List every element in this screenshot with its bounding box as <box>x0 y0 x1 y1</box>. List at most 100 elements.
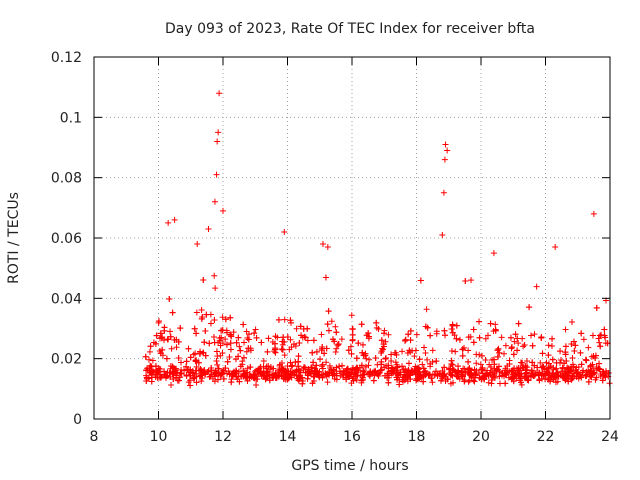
data-point <box>495 363 502 370</box>
data-point <box>309 364 316 371</box>
data-point <box>502 342 509 349</box>
data-point <box>198 315 205 322</box>
data-point <box>511 367 518 374</box>
data-point <box>550 376 557 383</box>
data-point <box>333 345 340 352</box>
data-point <box>444 147 451 154</box>
data-point <box>185 379 192 386</box>
data-point <box>363 355 370 362</box>
data-point <box>447 380 454 387</box>
data-point <box>570 363 577 370</box>
data-point <box>507 334 514 341</box>
data-point <box>218 327 225 334</box>
data-point <box>346 373 353 380</box>
data-point <box>456 336 463 343</box>
data-point <box>372 355 379 362</box>
data-point <box>253 334 260 341</box>
data-point <box>421 344 428 351</box>
data-point <box>459 372 466 379</box>
data-point <box>162 374 169 381</box>
data-point <box>260 358 267 365</box>
data-point <box>287 371 294 378</box>
data-point <box>523 369 530 376</box>
data-point <box>161 327 168 334</box>
data-point <box>488 377 495 384</box>
data-point <box>402 337 409 344</box>
data-point <box>343 367 350 374</box>
data-point <box>281 316 288 323</box>
x-axis-label: GPS time / hours <box>291 458 408 474</box>
data-point <box>325 327 332 334</box>
data-point <box>222 316 229 323</box>
data-point <box>288 363 295 370</box>
data-point <box>288 372 295 379</box>
data-point <box>213 370 220 377</box>
data-point <box>413 331 420 338</box>
data-point <box>371 368 378 375</box>
data-point <box>407 370 414 377</box>
data-point <box>223 341 230 348</box>
data-point <box>441 156 448 163</box>
data-point <box>196 373 203 380</box>
data-point <box>349 331 356 338</box>
data-point <box>433 328 440 335</box>
data-point <box>380 346 387 353</box>
data-point <box>187 354 194 361</box>
data-point <box>264 368 271 375</box>
data-point <box>235 353 242 360</box>
data-point <box>156 347 163 354</box>
data-point <box>373 319 380 326</box>
data-point <box>510 378 517 385</box>
data-point <box>413 366 420 373</box>
data-point <box>496 349 503 356</box>
data-point <box>528 367 535 374</box>
data-point <box>348 350 355 357</box>
data-point <box>233 339 240 346</box>
data-point <box>185 345 192 352</box>
data-point <box>499 370 506 377</box>
data-point <box>244 374 251 381</box>
data-point <box>338 336 345 343</box>
data-point <box>198 378 205 385</box>
data-point <box>244 335 251 342</box>
x-tick-label: 24 <box>601 429 619 445</box>
data-point <box>288 319 295 326</box>
data-point <box>520 343 527 350</box>
y-tick-label: 0.1 <box>60 110 82 126</box>
data-point <box>191 374 198 381</box>
data-point <box>515 320 522 327</box>
data-point <box>200 276 207 283</box>
data-point <box>422 323 429 330</box>
data-point <box>514 335 521 342</box>
data-point <box>305 366 312 373</box>
data-point <box>216 90 223 97</box>
data-point <box>236 378 243 385</box>
data-point <box>227 314 234 321</box>
data-point <box>309 349 316 356</box>
grid-lines <box>94 57 610 419</box>
data-point <box>583 357 590 364</box>
data-point <box>396 381 403 388</box>
data-point <box>170 371 177 378</box>
data-point <box>539 363 546 370</box>
data-point <box>461 378 468 385</box>
data-point <box>539 350 546 357</box>
data-point <box>367 371 374 378</box>
data-point <box>323 359 330 366</box>
data-point <box>498 334 505 341</box>
data-point <box>385 379 392 386</box>
data-point <box>270 365 277 372</box>
data-point <box>333 376 340 383</box>
data-point <box>542 371 549 378</box>
data-point <box>449 361 456 368</box>
data-point <box>186 372 193 379</box>
data-point <box>605 369 612 376</box>
data-point <box>352 369 359 376</box>
data-point <box>493 366 500 373</box>
data-point <box>401 377 408 384</box>
data-point <box>545 364 552 371</box>
data-point <box>531 331 538 338</box>
data-point <box>424 356 431 363</box>
data-point <box>211 316 218 323</box>
